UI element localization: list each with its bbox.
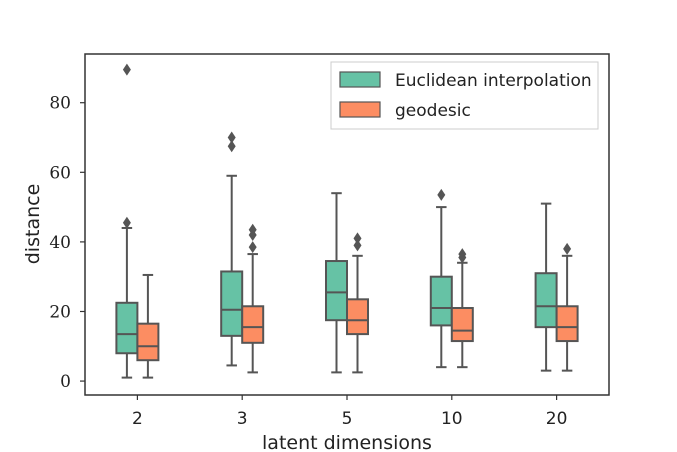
legend-swatch-geodesic [339, 101, 381, 118]
box [555, 305, 579, 343]
plot-frame [84, 53, 610, 396]
legend: Euclidean interpolation geodesic [330, 61, 599, 130]
outlier-point [563, 242, 572, 255]
outlier-point [227, 131, 236, 144]
x-tick-label: 10 [441, 409, 463, 429]
x-axis-ticks: 2 3 5 10 20 [132, 395, 567, 429]
y-axis-label: distance [22, 184, 44, 265]
box-group [450, 248, 474, 369]
y-tick-label: 20 [49, 302, 71, 322]
x-tick-label: 3 [237, 409, 248, 429]
box [450, 307, 474, 343]
outlier-point [353, 232, 362, 245]
outlier-point [458, 248, 467, 261]
box [429, 275, 453, 327]
box-group [346, 232, 369, 374]
outlier-point [122, 63, 131, 76]
box [220, 270, 244, 337]
box [346, 298, 369, 336]
legend-label-euclidean: Euclidean interpolation [395, 71, 592, 91]
x-tick-label: 5 [342, 409, 353, 429]
box-group [115, 63, 139, 379]
box-group [241, 223, 265, 374]
box [136, 322, 160, 362]
outlier-point [353, 239, 362, 252]
box-group [136, 273, 160, 379]
box-group [429, 188, 453, 369]
y-tick-label: 60 [49, 163, 71, 183]
box [534, 272, 558, 329]
outlier-point [248, 241, 257, 254]
x-axis-label: latent dimensions [262, 432, 432, 452]
y-tick-label: 40 [49, 233, 71, 253]
outlier-point [248, 223, 257, 236]
boxes-layer [115, 63, 579, 379]
legend-label-geodesic: geodesic [395, 101, 471, 121]
outlier-point [437, 188, 446, 201]
box [241, 305, 265, 344]
y-tick-label: 80 [49, 94, 71, 114]
box [115, 301, 139, 355]
legend-swatch-euclidean [339, 71, 381, 88]
y-tick-label: 0 [60, 372, 71, 392]
x-tick-label: 20 [546, 409, 568, 429]
box-group [534, 202, 558, 372]
y-axis-ticks: 0 20 40 60 80 [49, 94, 85, 392]
x-tick-label: 2 [132, 409, 143, 429]
box-group [555, 242, 579, 372]
box [325, 260, 348, 322]
box-group [325, 192, 348, 374]
box-group [220, 131, 244, 367]
outlier-point [122, 216, 131, 229]
outlier-point [227, 140, 236, 153]
